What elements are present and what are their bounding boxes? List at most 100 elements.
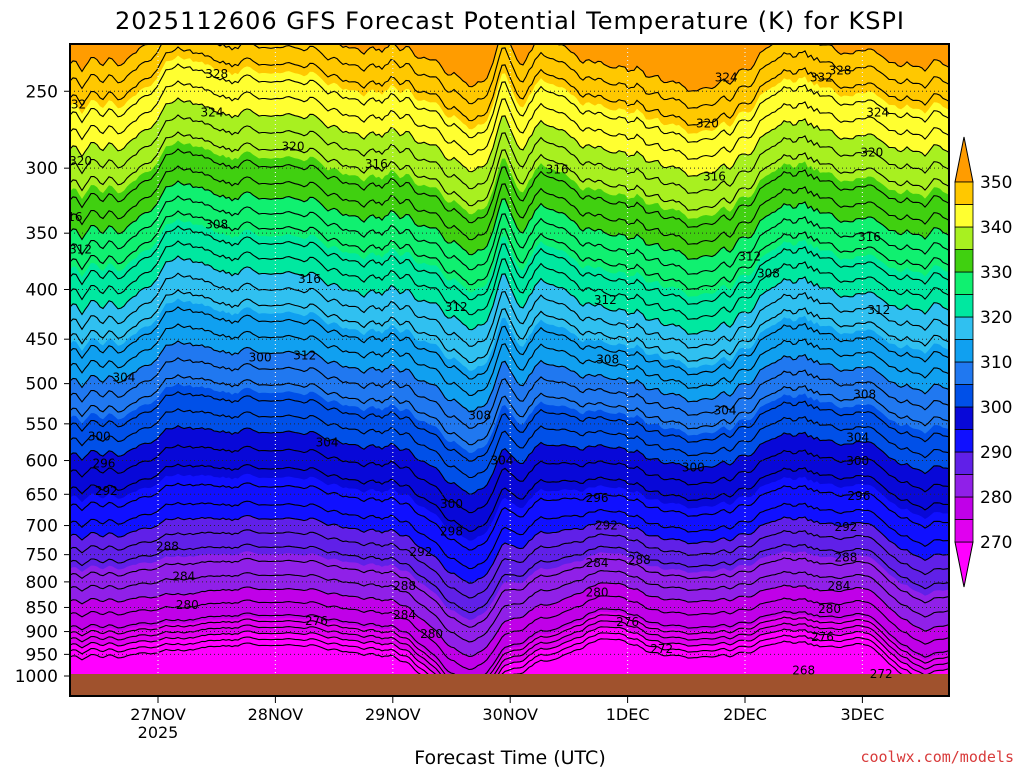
colorbar-seg-300 [954, 384, 974, 408]
terrain-band [70, 674, 949, 696]
contour-label-63: 280 [586, 585, 609, 599]
isentrope-334 [70, 148, 949, 228]
xtick-27NOV: 27NOV [130, 705, 186, 724]
contour-labels: 3443323283243243203283283403363323283243… [60, 64, 893, 681]
contour-label-18: 316 [365, 157, 388, 171]
contour-label-29: 316 [858, 230, 881, 244]
ytick-600: 600 [26, 452, 58, 472]
ytick-650: 650 [26, 485, 58, 505]
isentrope-268 [70, 632, 949, 696]
contour-label-40: 304 [846, 430, 869, 444]
contour-label-47: 292 [835, 520, 858, 534]
chart-title: 2025112606 GFS Forecast Potential Temper… [115, 7, 905, 35]
isentrope-338 [70, 114, 949, 194]
contour-label-31: 300 [249, 351, 272, 365]
colorbar-seg-295 [954, 406, 974, 430]
isentrope-328 [70, 195, 949, 275]
isentrope-282 [70, 570, 949, 643]
xtick-1DEC: 1DEC [606, 705, 650, 724]
contour-label-21: 316 [60, 210, 83, 224]
contour-label-57: 284 [586, 556, 609, 570]
ytick-850: 850 [26, 598, 58, 618]
ytick-300: 300 [26, 159, 58, 179]
colorbar-label-300: 300 [980, 398, 1012, 418]
isentrope-288 [70, 529, 949, 599]
contour-label-52: 292 [410, 545, 433, 559]
isentrope-332 [70, 165, 949, 245]
contour-label-42: 296 [93, 456, 116, 470]
isentrope-330 [70, 180, 949, 260]
xtick-30NOV: 30NOV [482, 705, 538, 724]
contour-label-54: 288 [156, 540, 179, 554]
isentrope-304 [70, 391, 949, 462]
x-axis: 27NOV 28NOV 29NOV 30NOV 1DEC 2DEC 3DEC [130, 696, 884, 724]
xtick-3DEC: 3DEC [841, 705, 885, 724]
contour-label-53: 288 [835, 550, 858, 564]
contour-label-51: 298 [440, 525, 463, 539]
isentrope-296 [70, 463, 949, 532]
contour-label-65: 284 [827, 579, 850, 593]
contour-label-1: 332 [63, 98, 86, 112]
colorbar-seg-290 [954, 429, 974, 453]
contour-label-45: 300 [846, 454, 869, 468]
colorbar-seg-270 [954, 519, 974, 543]
contour-label-35: 308 [468, 408, 491, 422]
xtick-2DEC: 2DEC [723, 705, 767, 724]
isentrope-344 [70, 63, 949, 143]
colorbar-seg-340 [954, 204, 974, 228]
contour-label-30: 312 [867, 303, 890, 317]
contour-label-36: 304 [714, 404, 737, 418]
contour-label-68: 272 [650, 642, 673, 656]
isentrope-346 [70, 46, 949, 126]
ytick-700: 700 [26, 517, 58, 537]
contour-label-15: 320 [860, 145, 883, 159]
colorbar-seg-345 [954, 181, 974, 205]
ytick-1000: 1000 [15, 667, 58, 687]
contour-label-24: 316 [298, 272, 321, 286]
contour-label-67: 276 [811, 630, 834, 644]
isentrope-342 [70, 80, 949, 160]
contour-label-43: 292 [95, 484, 118, 498]
ytick-350: 350 [26, 224, 58, 244]
contour-label-49: 296 [586, 491, 609, 505]
colorbar-lower-tip [954, 541, 974, 588]
ytick-450: 450 [26, 330, 58, 350]
ytick-900: 900 [26, 623, 58, 643]
colorbar-seg-275 [954, 496, 974, 520]
colorbar-seg-325 [954, 271, 974, 295]
contour-label-69: 268 [792, 663, 815, 677]
colorbar-seg-305 [954, 361, 974, 385]
contour-label-41: 300 [88, 430, 111, 444]
contour-label-17: 320 [282, 140, 305, 154]
isentrope-336 [70, 131, 949, 211]
isentrope-276 [70, 608, 949, 684]
contour-label-39: 304 [491, 454, 514, 468]
contour-label-14: 324 [866, 106, 889, 120]
isentrope-306 [70, 374, 949, 446]
isentrope-340 [70, 97, 949, 177]
credit-text: coolwx.com/models [860, 748, 1014, 766]
colorbar-label-280: 280 [980, 488, 1012, 508]
contour-label-48: 300 [440, 497, 463, 511]
contour-label-60: 284 [393, 608, 416, 622]
ytick-250: 250 [26, 82, 58, 102]
band-350 [70, 44, 949, 92]
isentrope-324 [70, 225, 949, 305]
isentrope-290 [70, 514, 949, 584]
y-axis: 250 300 350 400 450 500 550 600 650 700 750 800 850 9… [15, 82, 70, 687]
colorbar-label-350: 350 [980, 173, 1012, 193]
colorbar-label-320: 320 [980, 308, 1012, 328]
ytick-950: 950 [26, 645, 58, 665]
contour-label-61: 280 [420, 627, 443, 641]
colorbar-label-340: 340 [980, 218, 1012, 238]
ytick-500: 500 [26, 375, 58, 395]
colorbar-label-290: 290 [980, 443, 1012, 463]
isentrope-278 [70, 595, 949, 671]
plot-frame [69, 43, 950, 697]
contour-label-27: 312 [738, 250, 761, 264]
ytick-800: 800 [26, 573, 58, 593]
contour-lines [70, 44, 949, 696]
contour-label-66: 280 [818, 602, 841, 616]
colorbar-label-270: 270 [980, 533, 1012, 553]
contour-label-56: 280 [176, 598, 199, 612]
